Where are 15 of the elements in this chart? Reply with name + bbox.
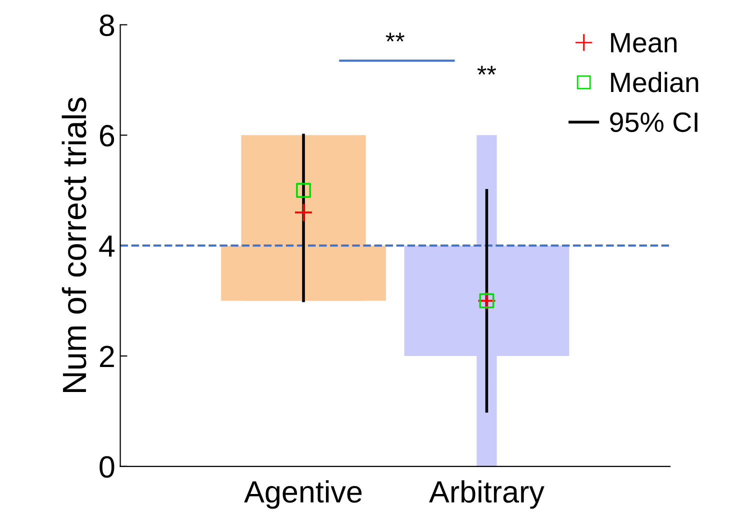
annotation: **	[386, 32, 404, 42]
y-axis-title: Num of correct trials	[62, 98, 86, 392]
y-tick-label: 0	[100, 456, 114, 478]
legend-label: 95% CI	[610, 112, 698, 132]
legend-label: Mean	[611, 33, 676, 53]
legend-label: Median	[611, 72, 698, 92]
y-tick-label: 8	[100, 14, 114, 36]
point	[296, 182, 311, 198]
x-tick-label: Arbitrary	[429, 480, 544, 509]
y-tick-label: 4	[99, 236, 115, 257]
annotation: **	[477, 66, 496, 75]
point	[294, 203, 313, 222]
y-tick-label: 6	[100, 124, 114, 147]
y-tick-label: 2	[100, 346, 114, 368]
x-tick-label: Agentive	[244, 480, 362, 509]
